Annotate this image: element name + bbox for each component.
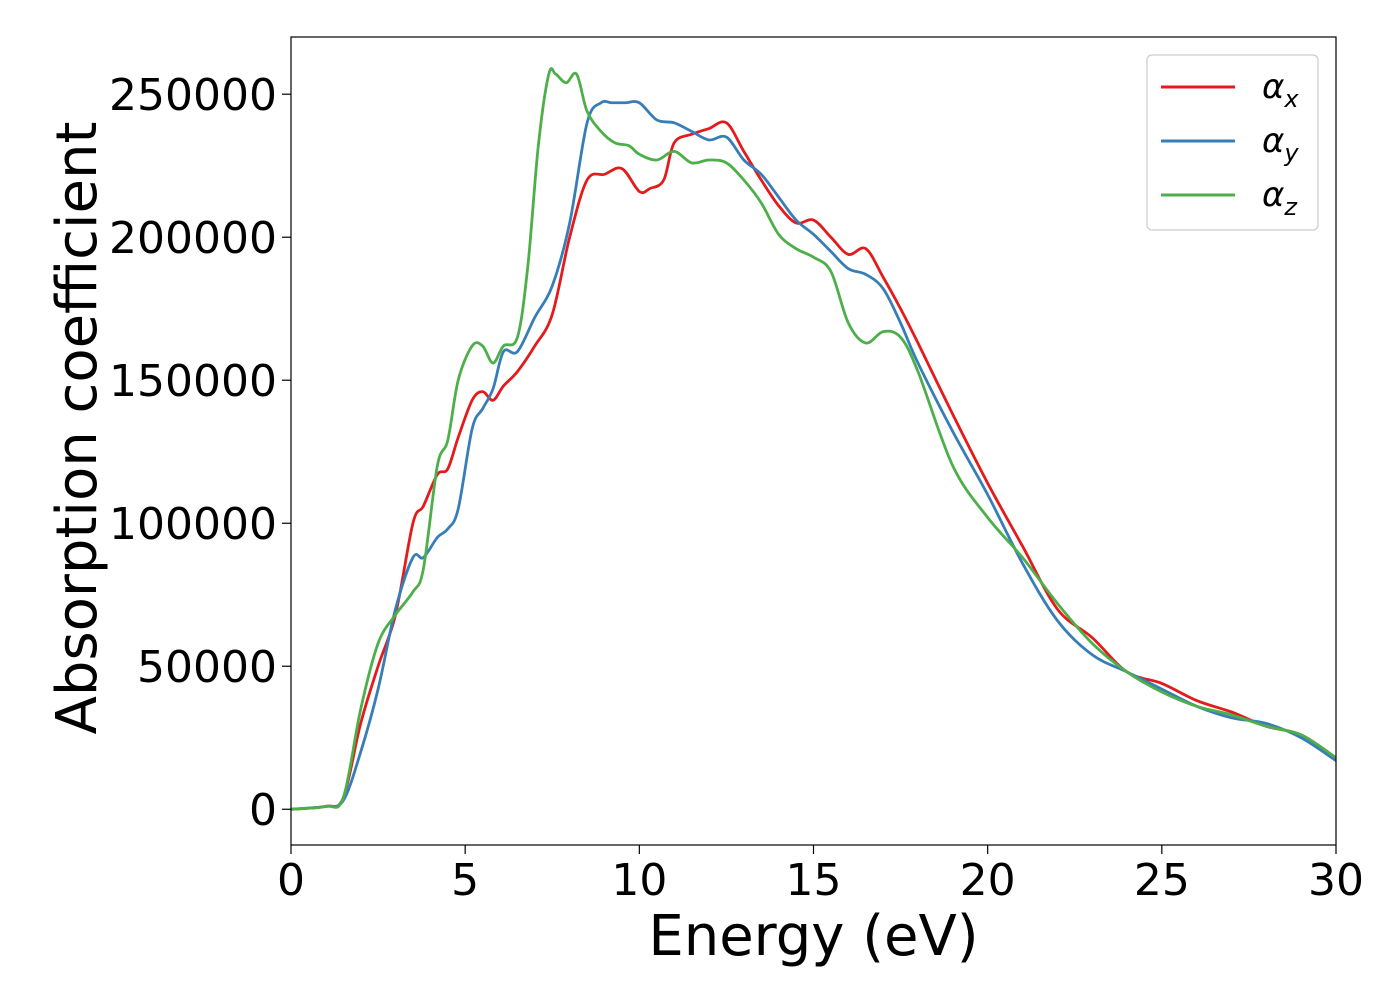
y-tick-label: 150000 <box>109 356 277 407</box>
y-tick-label: 0 <box>249 785 277 836</box>
x-tick-label: 20 <box>960 855 1016 906</box>
x-ticks: 0 5 10 15 20 25 30 <box>277 845 1364 906</box>
series-line-y <box>291 99 1336 811</box>
x-tick-label: 10 <box>611 855 667 906</box>
y-axis-title: Absorption coefficient <box>45 122 110 735</box>
legend-label-x: αx <box>1262 67 1299 113</box>
legend-label-sub: y <box>1283 139 1299 167</box>
legend-label-base: α <box>1262 175 1284 215</box>
y-tick-label: 100000 <box>109 499 277 550</box>
y-tick-label: 250000 <box>109 70 277 121</box>
x-tick-label: 0 <box>277 855 305 906</box>
x-tick-label: 15 <box>786 855 842 906</box>
y-tick-label: 50000 <box>137 642 277 693</box>
x-tick-label: 5 <box>451 855 479 906</box>
legend-label-sub: x <box>1283 85 1299 113</box>
legend-label-base: α <box>1262 121 1284 161</box>
x-tick-label: 30 <box>1308 855 1364 906</box>
legend-label-sub: z <box>1283 193 1298 221</box>
x-axis-title: Energy (eV) <box>648 904 978 969</box>
legend-label-z: αz <box>1262 175 1298 221</box>
x-tick-label: 25 <box>1134 855 1190 906</box>
legend-label-y: αy <box>1262 121 1299 167</box>
y-tick-label: 200000 <box>109 213 277 264</box>
series-layer <box>291 67 1336 811</box>
series-line-z <box>291 67 1336 811</box>
legend-label-base: α <box>1262 67 1284 107</box>
y-ticks: 0 50000 100000 150000 200000 250000 <box>109 70 291 836</box>
series-line-x <box>291 120 1336 811</box>
